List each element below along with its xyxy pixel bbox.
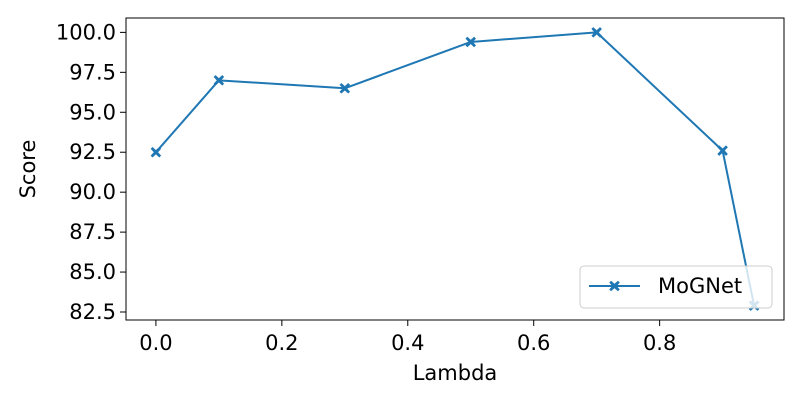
y-tick-label: 85.0 xyxy=(69,260,116,284)
x-axis-ticks: 0.0 0.2 0.4 0.6 0.8 xyxy=(139,320,676,355)
x-tick-label: 0.6 xyxy=(517,331,550,355)
y-tick-label: 100.0 xyxy=(56,20,116,44)
data-point-marker xyxy=(465,36,477,48)
y-tick-label: 82.5 xyxy=(69,300,116,324)
data-point-marker xyxy=(717,145,728,156)
x-tick-label: 0.4 xyxy=(391,331,424,355)
y-axis-label: Score xyxy=(16,140,40,199)
x-axis-label: Lambda xyxy=(413,361,498,385)
x-tick-label: 0.8 xyxy=(643,331,676,355)
data-point-marker xyxy=(591,27,603,38)
legend-marker-swatch xyxy=(609,280,620,292)
y-tick-label: 92.5 xyxy=(69,140,116,164)
x-tick-label: 0.0 xyxy=(139,331,172,355)
legend: MoGNet xyxy=(579,265,773,309)
legend-box xyxy=(579,265,773,309)
y-tick-label: 97.5 xyxy=(69,60,116,84)
data-point-marker xyxy=(150,146,162,158)
y-tick-label: 95.0 xyxy=(69,100,116,124)
y-axis-ticks: 82.5 85.0 87.5 90.0 92.5 95.0 97.5 100.0 xyxy=(56,20,126,324)
y-tick-label: 87.5 xyxy=(69,220,116,244)
x-tick-label: 0.2 xyxy=(265,331,298,355)
data-point-marker xyxy=(339,82,351,94)
legend-label: MoGNet xyxy=(658,274,742,298)
data-point-marker xyxy=(213,74,225,86)
y-tick-label: 90.0 xyxy=(69,180,116,204)
plot-frame xyxy=(125,17,785,321)
